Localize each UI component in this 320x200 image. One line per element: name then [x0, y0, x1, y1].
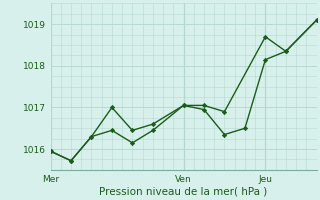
X-axis label: Pression niveau de la mer( hPa ): Pression niveau de la mer( hPa ): [100, 187, 268, 197]
